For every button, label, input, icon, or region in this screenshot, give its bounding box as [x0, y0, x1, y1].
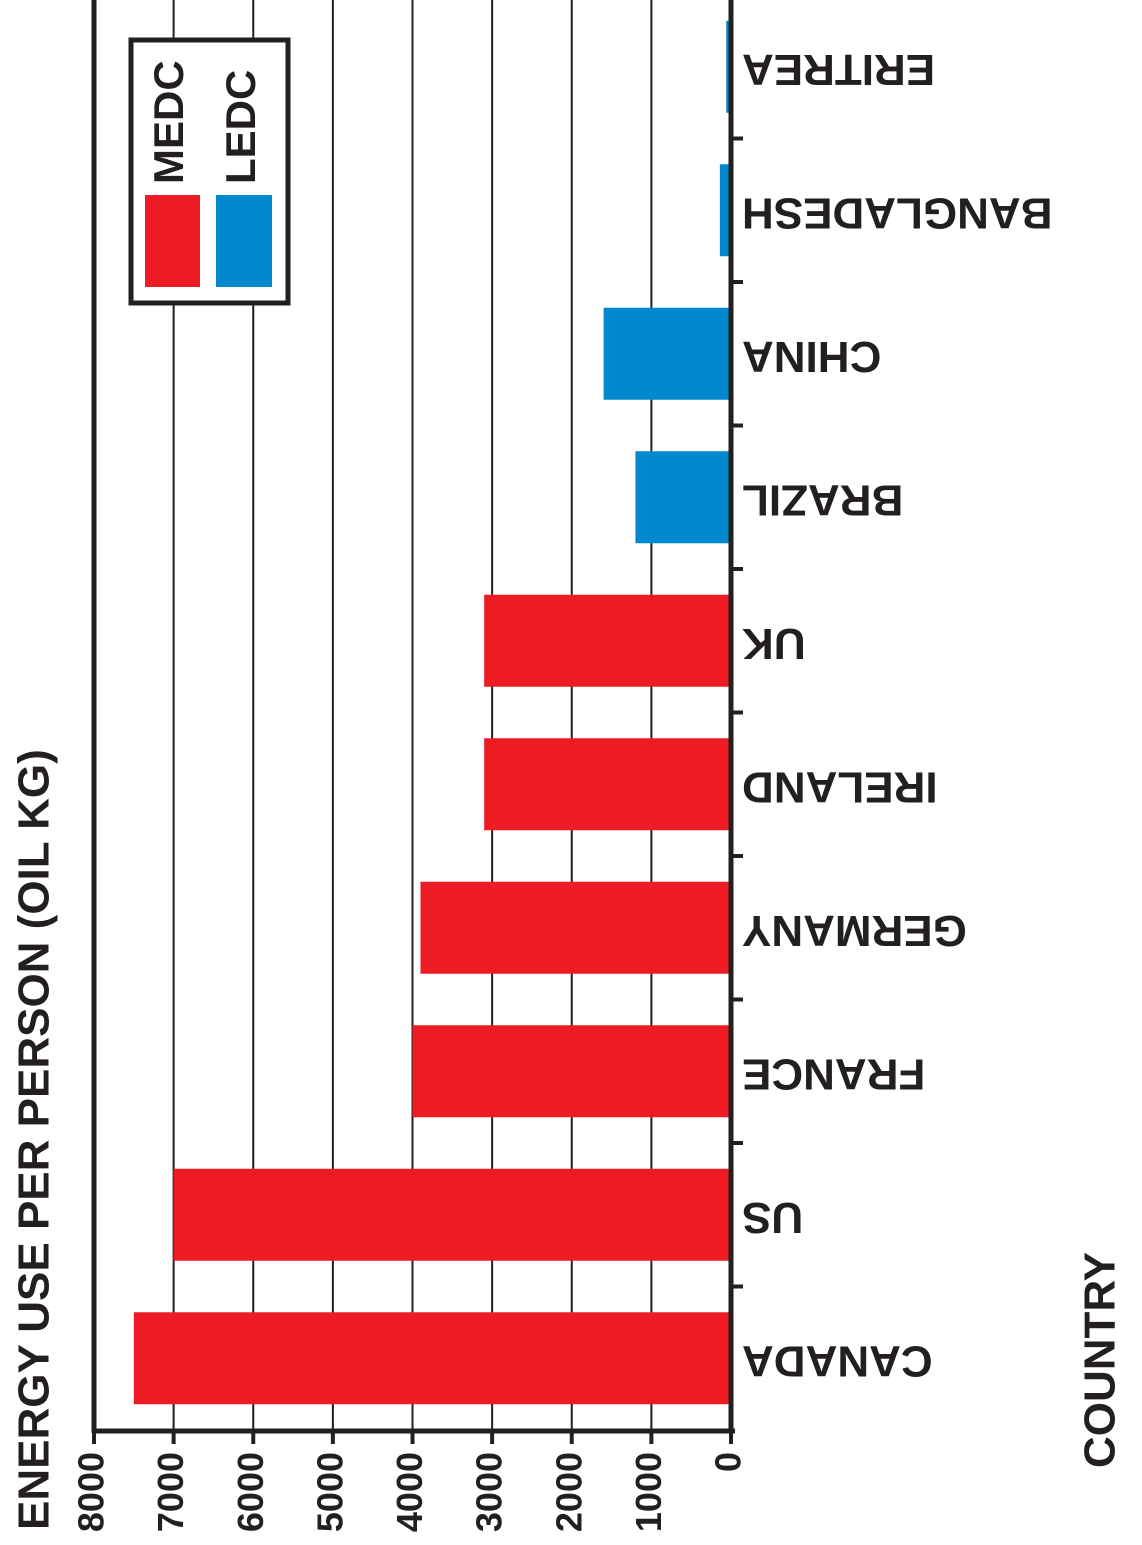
- legend-label-ledc: LEDC: [217, 70, 264, 184]
- value-tick-labels: 0 1000 2000 3000 4000 5000 6000 7000 8000: [71, 1452, 749, 1532]
- legend-swatch-medc: [145, 195, 200, 287]
- category-label: CANADA: [742, 1337, 933, 1386]
- value-axis-title: ENERGY USE PER PERSON (OIL KG): [10, 749, 59, 1530]
- value-tick-label: 5000: [309, 1452, 350, 1532]
- bar-china: [603, 307, 729, 400]
- category-label: CHINA: [742, 332, 881, 381]
- bars: [133, 20, 729, 1405]
- value-tick-label: 3000: [469, 1452, 510, 1532]
- value-tick-label: 0: [708, 1452, 749, 1472]
- category-label: ERITREA: [742, 45, 935, 94]
- category-label: UK: [742, 619, 806, 668]
- bar-brazil: [635, 451, 729, 544]
- category-label: BANGLADESH: [742, 189, 1052, 238]
- value-tick-label: 1000: [628, 1452, 669, 1532]
- axes: [91, 0, 743, 1444]
- category-labels: CANADA US FRANCE GERMANY IRELAND UK BRAZIL CHIN…: [742, 45, 1053, 1386]
- value-tick-label: 8000: [71, 1452, 112, 1532]
- value-tick-label: 2000: [548, 1452, 589, 1532]
- value-tick-label: 6000: [230, 1452, 271, 1532]
- value-tick-label: 4000: [389, 1452, 430, 1532]
- bar-uk: [484, 594, 729, 687]
- legend-swatch-ledc: [216, 195, 272, 287]
- category-label: GERMANY: [742, 906, 967, 955]
- bar-canada: [133, 1312, 729, 1405]
- category-label: FRANCE: [742, 1050, 925, 1099]
- bar-ireland: [484, 738, 729, 831]
- legend: MEDC LEDC: [128, 37, 291, 306]
- category-label: IRELAND: [742, 763, 938, 812]
- bar-bangladesh: [719, 164, 729, 257]
- category-label: US: [742, 1193, 803, 1242]
- category-axis-title: COUNTRY: [1076, 1252, 1125, 1468]
- bar-france: [412, 1025, 729, 1118]
- bar-us: [173, 1168, 729, 1261]
- bar-germany: [420, 881, 729, 974]
- bar-eritrea: [726, 20, 729, 113]
- value-tick-label: 7000: [150, 1452, 191, 1532]
- category-label: BRAZIL: [742, 476, 903, 525]
- legend-label-medc: MEDC: [145, 60, 192, 184]
